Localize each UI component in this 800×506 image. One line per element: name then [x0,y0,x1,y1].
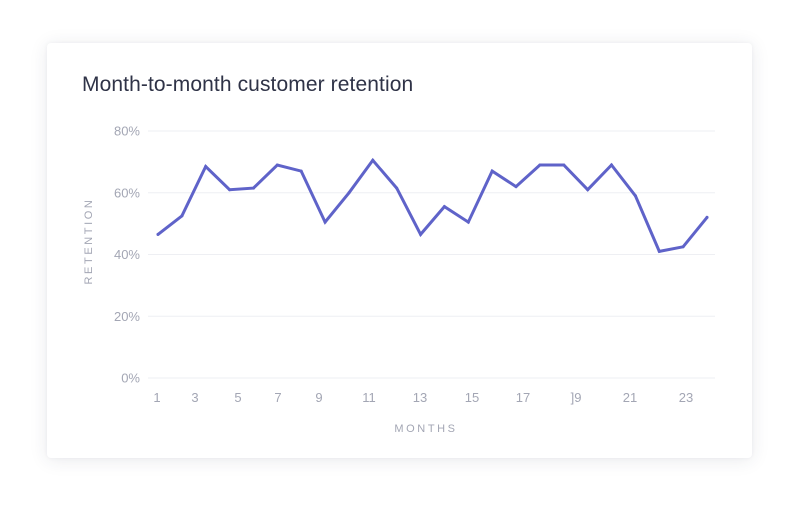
x-tick-label: 15 [465,390,479,405]
x-tick-label: 17 [516,390,530,405]
data-point [586,188,590,192]
data-point [252,186,255,190]
y-tick-label: 40% [114,247,140,262]
data-point [180,214,184,218]
series-line-retention [156,157,709,254]
x-tick-label: 23 [679,390,693,405]
data-point [323,220,327,224]
y-tick-label: 60% [114,185,140,200]
x-tick-label: 13 [413,390,427,405]
data-point [681,245,685,249]
x-tick-label: 3 [191,390,198,405]
data-point [395,186,399,190]
data-point [204,165,208,168]
x-tick-label: 21 [623,390,637,405]
data-point [633,194,637,198]
y-tick-label: 0% [121,371,140,386]
data-point [705,215,709,219]
y-tick-label: 20% [114,309,140,324]
data-point [610,163,613,167]
x-tick-label: 7 [274,390,281,405]
data-point [538,163,542,167]
series-layer [156,157,709,254]
y-axis-label: RETENTION [83,198,95,285]
y-axis-ticks: 80% 60% 40% 20% 0% [114,124,140,386]
data-point [347,191,351,195]
x-axis-ticks: 1 3 5 7 9 11 13 15 17]9 21 23 [153,390,693,405]
x-tick-label: 1 [153,390,160,405]
data-point [490,169,494,173]
x-axis-label: MONTHS [394,423,457,435]
chart-card [47,43,752,458]
data-point [156,232,160,236]
data-point [275,163,279,167]
x-tick-label: ]9 [571,390,582,405]
data-point [228,188,232,192]
data-point [562,163,566,167]
data-point [657,249,661,253]
x-tick-label: 9 [315,390,322,405]
data-point [466,220,470,224]
data-point [371,158,375,162]
chart-title: Month-to-month customer retention [82,73,414,96]
data-point [514,185,518,189]
data-point [442,205,446,209]
gridlines [148,130,715,379]
x-tick-label: 5 [234,390,241,405]
data-point [419,232,423,236]
x-tick-label: 11 [362,390,376,405]
data-point [299,169,303,173]
y-tick-label: 80% [114,124,140,139]
